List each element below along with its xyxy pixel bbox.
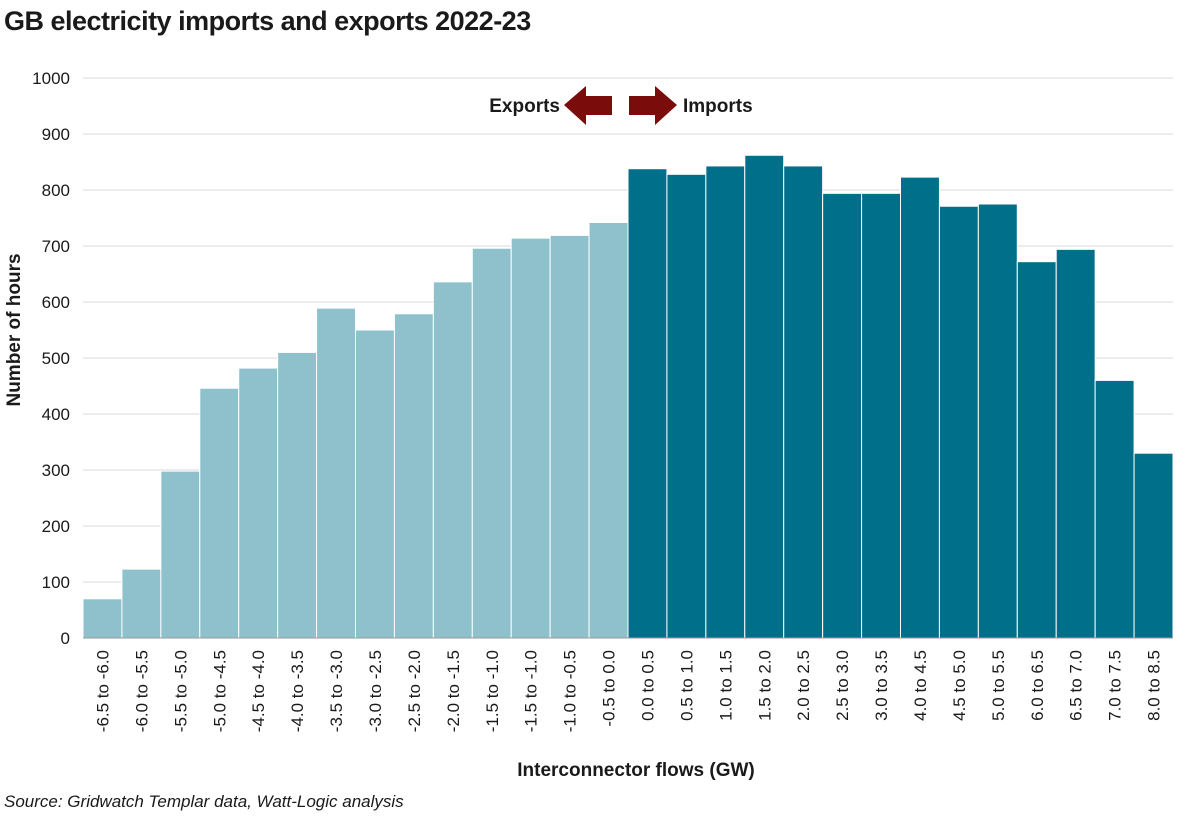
bar <box>1094 379 1135 639</box>
bar <box>900 176 940 639</box>
bar <box>432 281 473 639</box>
bar <box>1055 248 1096 639</box>
y-axis-label: Number of hours <box>4 253 25 406</box>
bars <box>82 154 1174 639</box>
x-tick-label: -3.5 to -3.0 <box>327 650 346 732</box>
x-tick-label: -3.0 to -2.5 <box>366 650 385 732</box>
bar <box>744 154 785 639</box>
x-tick-label: -0.5 to 0.0 <box>600 650 619 727</box>
bar <box>705 165 746 639</box>
x-tick-label: 1.0 to 1.5 <box>716 650 735 721</box>
x-axis-ticks: -6.5 to -6.0 -6.0 to -5.5 -5.5 to -5.0 -5.0… <box>93 650 1163 732</box>
x-tick-label: -6.0 to -5.5 <box>132 650 151 732</box>
bar <box>510 237 551 639</box>
bar <box>277 351 318 639</box>
bar <box>977 203 1018 639</box>
bar <box>1133 452 1174 639</box>
x-tick-label: 2.0 to 2.5 <box>794 650 813 721</box>
bar <box>199 387 240 639</box>
bar <box>316 307 357 639</box>
x-tick-label: 0.0 to 0.5 <box>638 650 657 721</box>
y-tick-label: 700 <box>42 237 70 256</box>
x-tick-label: -1.5 to -1.0 <box>483 650 502 732</box>
bar <box>393 313 434 639</box>
y-tick-label: 800 <box>42 181 70 200</box>
x-tick-label: -5.5 to -5.0 <box>171 650 190 732</box>
bar <box>1016 261 1057 639</box>
x-tick-label: 4.0 to 4.5 <box>911 650 930 721</box>
x-tick-label: 4.5 to 5.0 <box>950 650 969 721</box>
x-tick-label: -2.0 to -1.5 <box>444 650 463 732</box>
right-arrow-icon <box>629 86 677 125</box>
x-axis-label: Interconnector flows (GW) <box>517 760 755 781</box>
bar <box>160 470 201 639</box>
imports-label: Imports <box>683 96 753 117</box>
x-tick-label: 7.0 to 7.5 <box>1106 650 1125 721</box>
bar <box>355 329 395 639</box>
y-tick-label: 100 <box>42 573 70 592</box>
y-tick-label: 500 <box>42 349 70 368</box>
bar <box>238 367 279 639</box>
x-tick-label: 6.0 to 6.5 <box>1028 650 1047 721</box>
x-tick-label: -1.5 to -1.0 <box>522 650 541 732</box>
x-tick-label: -4.0 to -3.5 <box>288 650 307 732</box>
y-tick-label: 900 <box>42 125 70 144</box>
bar <box>627 168 668 639</box>
y-tick-label: 1000 <box>32 69 70 88</box>
source-note: Source: Gridwatch Templar data, Watt-Log… <box>4 792 404 811</box>
x-tick-label: 2.5 to 3.0 <box>833 650 852 721</box>
x-tick-label: -5.0 to -4.5 <box>210 650 229 732</box>
x-tick-label: -4.5 to -4.0 <box>249 650 268 732</box>
chart-title: GB electricity imports and exports 2022-… <box>4 6 531 36</box>
bar <box>938 205 979 639</box>
bar <box>822 192 863 639</box>
y-tick-label: 200 <box>42 517 70 536</box>
x-tick-label: 8.0 to 8.5 <box>1145 650 1164 721</box>
y-axis-ticks: 0 100 200 300 400 500 600 700 800 900 1000 <box>32 69 70 648</box>
x-tick-label: -2.5 to -2.0 <box>405 650 424 732</box>
bar <box>549 234 590 639</box>
bar <box>82 598 123 639</box>
x-tick-label: -1.0 to -0.5 <box>561 650 580 732</box>
bar <box>666 173 707 639</box>
x-tick-label: 5.0 to 5.5 <box>989 650 1008 721</box>
x-tick-label: -6.5 to -6.0 <box>93 650 112 732</box>
x-tick-label: 3.0 to 3.5 <box>872 650 891 721</box>
bar <box>121 568 162 639</box>
x-tick-label: 1.5 to 2.0 <box>755 650 774 721</box>
bar <box>783 165 824 639</box>
x-tick-label: 0.5 to 1.0 <box>677 650 696 721</box>
y-tick-label: 400 <box>42 405 70 424</box>
exports-label: Exports <box>489 96 560 117</box>
left-arrow-icon <box>564 86 612 125</box>
y-tick-label: 600 <box>42 293 70 312</box>
x-tick-label: 6.5 to 7.0 <box>1067 650 1086 721</box>
bar <box>471 247 512 639</box>
bar <box>588 221 629 639</box>
y-tick-label: 0 <box>61 629 70 648</box>
bar <box>861 192 901 639</box>
y-tick-label: 300 <box>42 461 70 480</box>
